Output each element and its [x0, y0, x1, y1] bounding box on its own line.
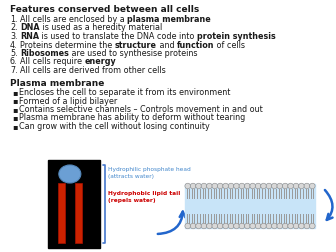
- Text: 5.: 5.: [10, 49, 17, 58]
- Text: Formed of a lipid bilayer: Formed of a lipid bilayer: [19, 97, 117, 106]
- Text: function: function: [177, 41, 214, 49]
- Text: protein synthesis: protein synthesis: [197, 32, 276, 41]
- Ellipse shape: [59, 165, 81, 183]
- Circle shape: [217, 223, 223, 229]
- Text: Hydrophilic phosphate head
(attracts water): Hydrophilic phosphate head (attracts wat…: [108, 167, 191, 179]
- Text: RNA: RNA: [20, 32, 39, 41]
- Text: energy: energy: [84, 57, 116, 67]
- Circle shape: [271, 223, 277, 229]
- Circle shape: [207, 183, 212, 189]
- Circle shape: [201, 223, 207, 229]
- Circle shape: [190, 223, 196, 229]
- Circle shape: [288, 183, 293, 189]
- Circle shape: [223, 183, 228, 189]
- Circle shape: [201, 183, 207, 189]
- Circle shape: [261, 223, 266, 229]
- Circle shape: [304, 183, 310, 189]
- Circle shape: [277, 223, 283, 229]
- Circle shape: [228, 183, 234, 189]
- Text: ▪: ▪: [12, 113, 17, 122]
- FancyBboxPatch shape: [48, 160, 100, 248]
- Text: Encloses the cell to separate it from its environment: Encloses the cell to separate it from it…: [19, 88, 230, 97]
- Circle shape: [255, 183, 261, 189]
- Circle shape: [217, 183, 223, 189]
- FancyBboxPatch shape: [185, 184, 315, 228]
- Circle shape: [239, 223, 245, 229]
- FancyBboxPatch shape: [75, 183, 82, 243]
- Circle shape: [223, 223, 228, 229]
- Circle shape: [207, 223, 212, 229]
- Circle shape: [234, 183, 239, 189]
- Circle shape: [234, 223, 239, 229]
- Circle shape: [196, 183, 201, 189]
- Text: Can grow with the cell without losing continuity: Can grow with the cell without losing co…: [19, 122, 210, 131]
- Text: 4.: 4.: [10, 41, 17, 49]
- Circle shape: [309, 183, 315, 189]
- Text: plasma membrane: plasma membrane: [127, 15, 211, 24]
- Circle shape: [250, 183, 255, 189]
- Circle shape: [245, 183, 250, 189]
- Text: ▪: ▪: [12, 105, 17, 114]
- Text: Hydrophobic lipid tail
(repels water): Hydrophobic lipid tail (repels water): [108, 191, 180, 203]
- Text: is used to translate the DNA code into: is used to translate the DNA code into: [39, 32, 197, 41]
- Text: is used as a heredity material: is used as a heredity material: [40, 23, 162, 33]
- Circle shape: [293, 223, 299, 229]
- Text: 2.: 2.: [10, 23, 17, 33]
- Text: ▪: ▪: [12, 97, 17, 106]
- Text: of cells: of cells: [214, 41, 245, 49]
- Circle shape: [212, 223, 218, 229]
- Circle shape: [299, 183, 304, 189]
- Circle shape: [245, 223, 250, 229]
- Text: All cells require: All cells require: [20, 57, 84, 67]
- Text: and: and: [157, 41, 177, 49]
- Circle shape: [212, 183, 218, 189]
- Circle shape: [190, 183, 196, 189]
- Text: Ribosomes: Ribosomes: [20, 49, 69, 58]
- Text: Features conserved between all cells: Features conserved between all cells: [10, 5, 199, 14]
- Text: 1.: 1.: [10, 15, 17, 24]
- Circle shape: [271, 183, 277, 189]
- Text: are used to synthesise proteins: are used to synthesise proteins: [69, 49, 197, 58]
- Text: structure: structure: [115, 41, 157, 49]
- Circle shape: [304, 223, 310, 229]
- Circle shape: [250, 223, 255, 229]
- Circle shape: [185, 223, 191, 229]
- FancyBboxPatch shape: [58, 183, 65, 243]
- Text: Contains selective channels – Controls movement in and out: Contains selective channels – Controls m…: [19, 105, 263, 114]
- Text: DNA: DNA: [20, 23, 40, 33]
- Circle shape: [283, 183, 288, 189]
- Text: 3.: 3.: [10, 32, 17, 41]
- Text: ▪: ▪: [12, 88, 17, 97]
- Circle shape: [228, 223, 234, 229]
- Text: Plasma membrane: Plasma membrane: [10, 79, 104, 87]
- Circle shape: [266, 223, 272, 229]
- Circle shape: [239, 183, 245, 189]
- Text: All cells are derived from other cells: All cells are derived from other cells: [20, 66, 166, 75]
- Circle shape: [185, 183, 191, 189]
- Text: All cells are enclosed by a: All cells are enclosed by a: [20, 15, 127, 24]
- Circle shape: [283, 223, 288, 229]
- Text: 7.: 7.: [10, 66, 17, 75]
- Circle shape: [299, 223, 304, 229]
- Text: Proteins determine the: Proteins determine the: [20, 41, 115, 49]
- Text: Plasma membrane has ability to deform without tearing: Plasma membrane has ability to deform wi…: [19, 113, 245, 122]
- Circle shape: [288, 223, 293, 229]
- Text: ▪: ▪: [12, 122, 17, 131]
- Text: 6.: 6.: [10, 57, 17, 67]
- Circle shape: [293, 183, 299, 189]
- Circle shape: [309, 223, 315, 229]
- Circle shape: [255, 223, 261, 229]
- Circle shape: [196, 223, 201, 229]
- Circle shape: [261, 183, 266, 189]
- Circle shape: [266, 183, 272, 189]
- Circle shape: [277, 183, 283, 189]
